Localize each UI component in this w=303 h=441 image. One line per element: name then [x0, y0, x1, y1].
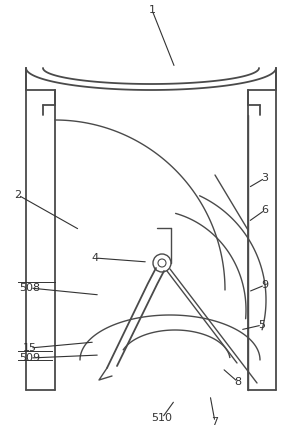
Text: 9: 9	[261, 280, 268, 290]
Text: 15: 15	[23, 343, 37, 353]
Text: 8: 8	[235, 377, 241, 387]
Text: 508: 508	[19, 283, 41, 293]
Text: 1: 1	[148, 5, 155, 15]
Text: 510: 510	[152, 413, 172, 423]
Text: 7: 7	[211, 417, 218, 427]
Text: 2: 2	[15, 190, 22, 200]
Text: 6: 6	[261, 205, 268, 215]
Text: 509: 509	[19, 353, 41, 363]
Text: 5: 5	[258, 320, 265, 330]
Text: 3: 3	[261, 173, 268, 183]
Text: 4: 4	[92, 253, 98, 263]
